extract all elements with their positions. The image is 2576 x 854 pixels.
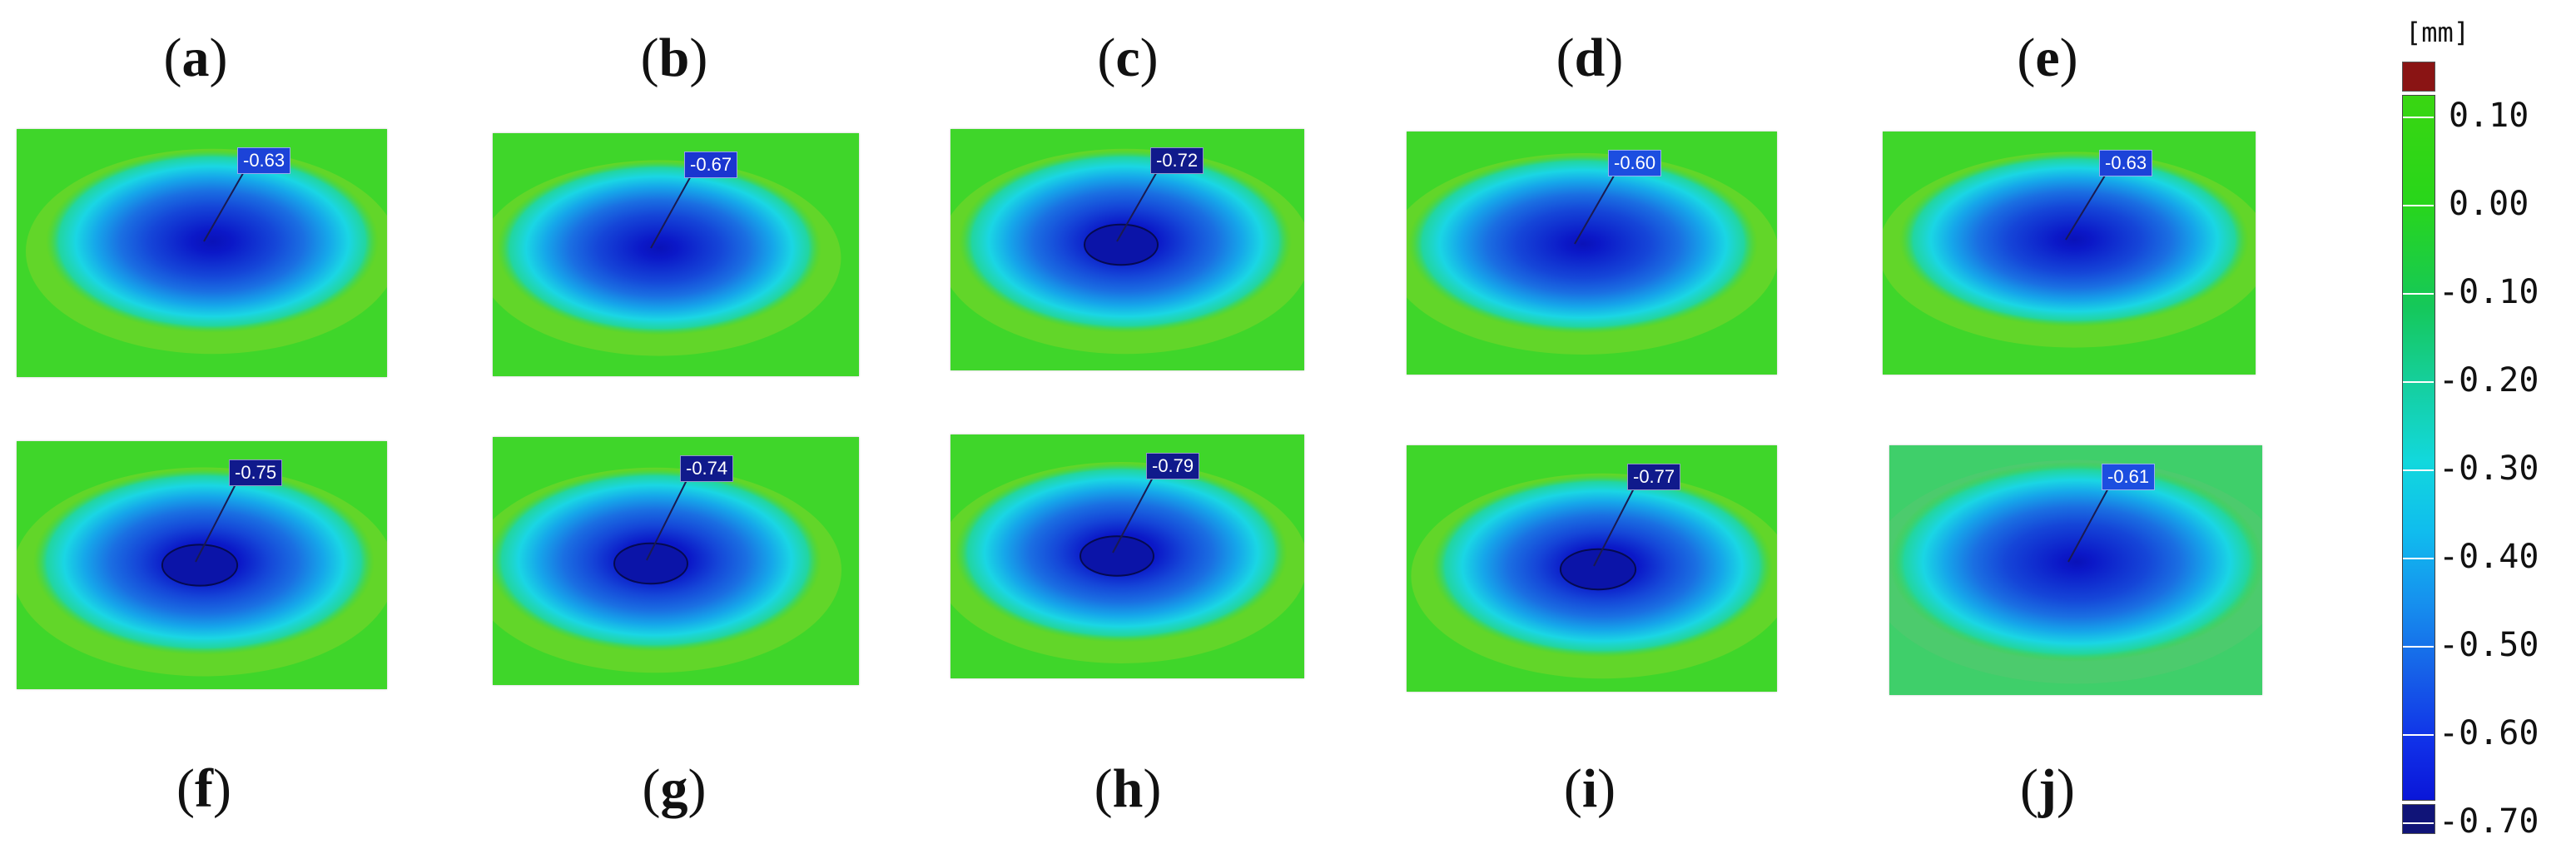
deviation-map-c: -0.72 [950, 129, 1304, 370]
deviation-callout: -0.72 [1150, 147, 1204, 174]
deviation-map-b: -0.67 [493, 133, 859, 376]
deviation-map-h: -0.79 [950, 434, 1304, 678]
scale-tick-line [2403, 117, 2434, 118]
scale-tick-line [2403, 822, 2434, 824]
deviation-callout: -0.63 [2099, 150, 2153, 176]
deviation-callout: -0.61 [2102, 464, 2156, 490]
dent-ellipse [1408, 154, 1758, 334]
deviation-callout: -0.67 [684, 151, 738, 178]
scale-tick-line [2403, 293, 2434, 295]
leader-line [1574, 171, 1617, 245]
deviation-map-j: -0.61 [1889, 445, 2262, 695]
scale-tick-line [2403, 205, 2434, 206]
deviation-map-g: -0.74 [493, 437, 859, 685]
panel-label-g: (g) [642, 758, 707, 819]
scale-tick-line [2403, 734, 2434, 736]
leader-line [2067, 484, 2111, 563]
scale-overflow-high-swatch [2402, 62, 2435, 92]
deviation-callout: -0.77 [1627, 464, 1681, 490]
scale-tick-label: -0.50 [2439, 626, 2539, 664]
color-scale-bar [2402, 95, 2435, 801]
deviation-callout: -0.74 [680, 455, 734, 482]
leader-line [195, 480, 238, 563]
scale-tick-line [2403, 381, 2434, 383]
deepest-core [1559, 548, 1637, 591]
leader-line [650, 172, 693, 249]
scale-tick-label: 0.00 [2449, 185, 2529, 223]
scale-tick-line [2403, 646, 2434, 648]
scale-overflow-low-swatch [2402, 804, 2435, 834]
panel-label-j: (j) [2020, 758, 2075, 819]
panel-label-a: (a) [163, 27, 228, 88]
panel-label-h: (h) [1094, 758, 1162, 819]
scale-unit-label: [mm] [2405, 17, 2470, 48]
dent-ellipse [46, 150, 379, 333]
scale-tick-label: -0.10 [2439, 273, 2539, 311]
leader-line [203, 168, 246, 242]
panel-label-f: (f) [176, 758, 231, 819]
scale-tick-label: -0.40 [2439, 538, 2539, 576]
leader-line [1112, 474, 1155, 554]
deviation-map-f: -0.75 [17, 441, 387, 689]
deepest-core [161, 544, 239, 587]
panel-label-c: (c) [1097, 27, 1159, 88]
scale-tick-label: -0.70 [2439, 802, 2539, 841]
deviation-map-e: -0.63 [1883, 132, 2256, 375]
scale-tick-line [2403, 558, 2434, 559]
deepest-core [1084, 223, 1159, 266]
deviation-callout: -0.79 [1146, 453, 1200, 479]
leader-line [2065, 171, 2108, 241]
scale-tick-line [2403, 469, 2434, 471]
panel-label-d: (d) [1556, 27, 1624, 88]
deviation-callout: -0.75 [229, 459, 283, 486]
deepest-core [1080, 535, 1154, 577]
panel-label-i: (i) [1563, 758, 1616, 819]
scale-tick-label: -0.30 [2439, 449, 2539, 488]
deviation-map-i: -0.77 [1407, 445, 1777, 692]
scale-tick-label: 0.10 [2449, 97, 2529, 135]
deviation-map-a: -0.63 [17, 129, 387, 377]
scale-tick-label: -0.60 [2439, 714, 2539, 752]
leader-line [1593, 484, 1636, 567]
leader-line [646, 476, 689, 561]
leader-line [1116, 168, 1159, 242]
dent-ellipse [497, 161, 821, 335]
dent-ellipse [1889, 462, 2262, 662]
deviation-callout: -0.63 [237, 147, 291, 174]
deviation-callout: -0.60 [1608, 150, 1662, 176]
dent-ellipse [1899, 152, 2249, 327]
scale-tick-label: -0.20 [2439, 361, 2539, 400]
panel-label-e: (e) [2017, 27, 2078, 88]
panel-label-b: (b) [640, 27, 708, 88]
deepest-core [613, 542, 688, 585]
deviation-map-d: -0.60 [1407, 132, 1777, 375]
